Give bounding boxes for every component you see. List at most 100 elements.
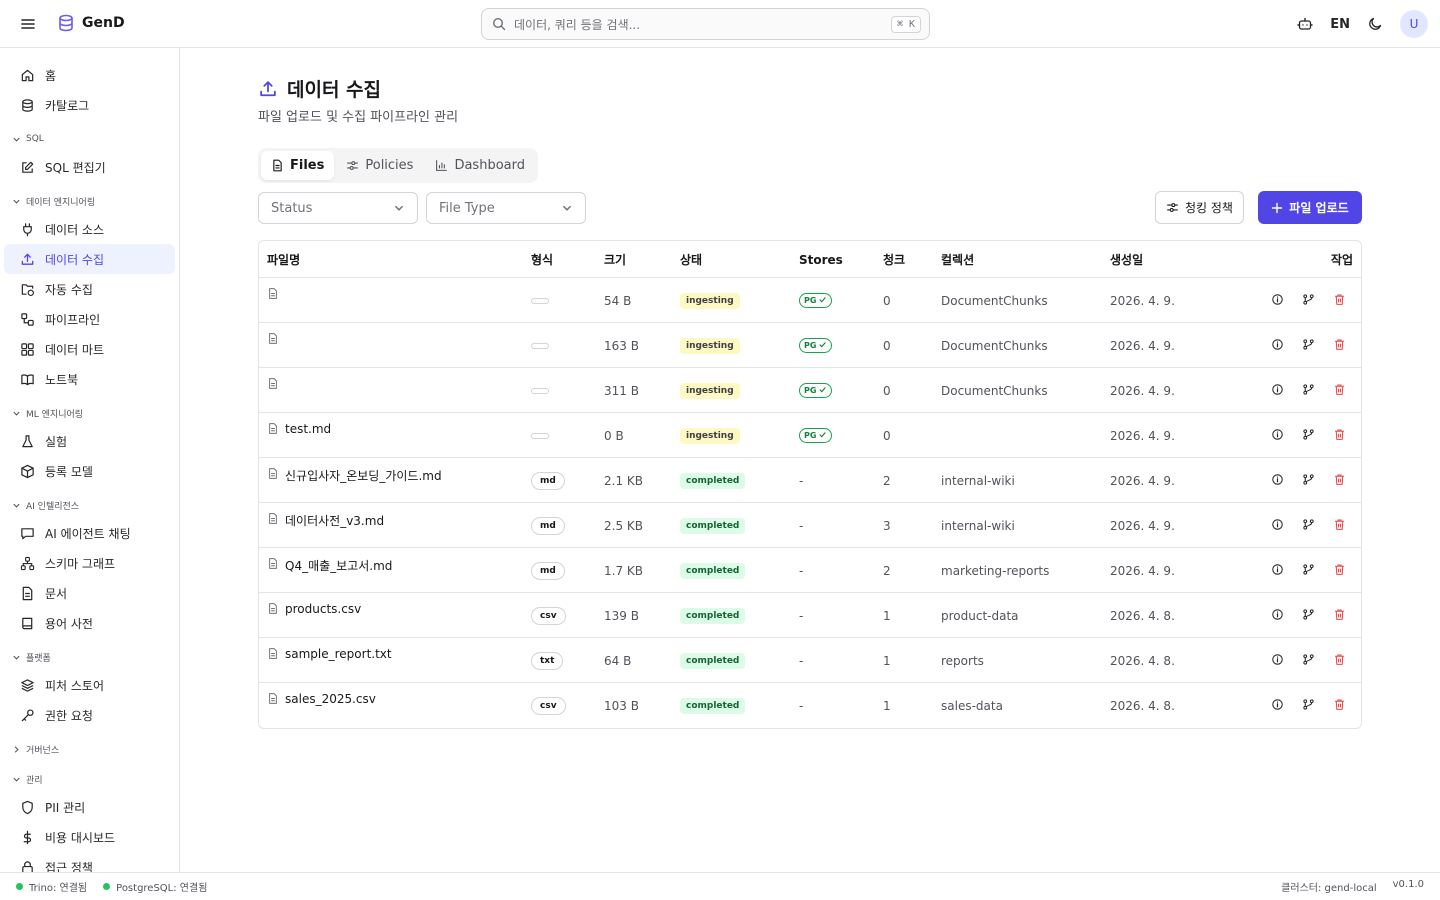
info-icon[interactable]: [1271, 383, 1284, 399]
file-name[interactable]: sample_report.txt: [285, 647, 392, 661]
lineage-icon[interactable]: [1302, 473, 1315, 489]
trash-icon[interactable]: [1333, 473, 1346, 489]
lineage-icon[interactable]: [1302, 698, 1315, 714]
sidebar-item-glossary[interactable]: 용어 사전: [4, 608, 175, 638]
info-icon[interactable]: [1271, 608, 1284, 624]
language-toggle[interactable]: EN: [1330, 16, 1350, 32]
column-header[interactable]: 생성일: [1110, 253, 1144, 267]
sidebar-item-pipeline[interactable]: 파이프라인: [4, 304, 175, 334]
info-icon[interactable]: [1271, 293, 1284, 309]
column-header[interactable]: 컬렉션: [941, 253, 975, 267]
lineage-icon[interactable]: [1302, 428, 1315, 444]
trash-icon[interactable]: [1333, 338, 1346, 354]
upload-file-button[interactable]: 파일 업로드: [1258, 191, 1362, 224]
column-header[interactable]: 형식: [531, 253, 554, 267]
table-row[interactable]: test.md 0 B ingesting PG 0 2026. 4. 9.: [259, 413, 1361, 458]
sidebar-group-title: 데이터 엔지니어링: [26, 197, 96, 208]
sidebar-item-permission-request[interactable]: 권한 요청: [4, 700, 175, 730]
trash-icon[interactable]: [1333, 563, 1346, 579]
sidebar-group-platform[interactable]: 플랫폼: [0, 646, 179, 668]
sidebar-group-ai-intelligence[interactable]: AI 인텔리전스: [0, 494, 179, 516]
tab-files[interactable]: Files: [261, 151, 335, 180]
sidebar-item-data-ingestion[interactable]: 데이터 수집: [4, 244, 175, 274]
sidebar-item-data-source[interactable]: 데이터 소스: [4, 214, 175, 244]
table-row[interactable]: 데이터사전_v3.md md 2.5 KB completed - 3 internal-w…: [259, 503, 1361, 548]
info-icon[interactable]: [1271, 653, 1284, 669]
trash-icon[interactable]: [1333, 428, 1346, 444]
moon-icon[interactable]: [1364, 13, 1386, 35]
info-icon[interactable]: [1271, 473, 1284, 489]
trash-icon[interactable]: [1333, 293, 1346, 309]
app-logo[interactable]: GenD: [56, 13, 125, 33]
lineage-icon[interactable]: [1302, 383, 1315, 399]
table-row[interactable]: products.csv csv 139 B completed - 1 product-d…: [259, 593, 1361, 638]
sidebar-item-schema-graph[interactable]: 스키마 그래프: [4, 548, 175, 578]
info-icon[interactable]: [1271, 563, 1284, 579]
avatar[interactable]: U: [1400, 10, 1428, 38]
info-icon[interactable]: [1271, 698, 1284, 714]
trash-icon[interactable]: [1333, 608, 1346, 624]
lineage-icon[interactable]: [1302, 608, 1315, 624]
sidebar-group-admin[interactable]: 관리: [0, 768, 179, 790]
lineage-icon[interactable]: [1302, 563, 1315, 579]
sidebar-item-sql-editor[interactable]: SQL 편집기: [4, 152, 175, 182]
table-row[interactable]: Q4_매출_보고서.md md 1.7 KB completed - 2 marketing…: [259, 548, 1361, 593]
column-header[interactable]: 파일명: [267, 253, 301, 267]
info-icon[interactable]: [1271, 338, 1284, 354]
workflow-icon: [21, 312, 34, 326]
table-row[interactable]: 163 B ingesting PG 0 DocumentChunks 2026. 4. …: [259, 323, 1361, 368]
file-name[interactable]: 신규입사자_온보딩_가이드.md: [285, 469, 442, 483]
table-row[interactable]: 311 B ingesting PG 0 DocumentChunks 2026. 4. …: [259, 368, 1361, 413]
column-header[interactable]: 청크: [883, 253, 906, 267]
column-header[interactable]: 상태: [680, 253, 703, 267]
file-type-filter[interactable]: File Type: [426, 192, 586, 224]
trash-icon[interactable]: [1333, 698, 1346, 714]
sidebar-item-access-policy[interactable]: 접근 정책: [4, 852, 175, 872]
bot-icon[interactable]: [1294, 13, 1316, 35]
sidebar-item-feature-store[interactable]: 피처 스토어: [4, 670, 175, 700]
trash-icon[interactable]: [1333, 518, 1346, 534]
table-row[interactable]: sales_2025.csv csv 103 B completed - 1 sales-d…: [259, 683, 1361, 728]
search-input[interactable]: 데이터, 쿼리 등을 검색... ⌘ K: [481, 8, 930, 40]
sidebar-group-data-engineering[interactable]: 데이터 엔지니어링: [0, 190, 179, 212]
table-row[interactable]: sample_report.txt txt 64 B completed - 1 repor…: [259, 638, 1361, 683]
sidebar-item-home[interactable]: 홈: [4, 60, 175, 90]
column-header[interactable]: 크기: [604, 253, 627, 267]
sidebar-item-experiments[interactable]: 실험: [4, 426, 175, 456]
lineage-icon[interactable]: [1302, 653, 1315, 669]
file-name[interactable]: products.csv: [285, 602, 362, 616]
tab-policies[interactable]: Policies: [336, 151, 423, 180]
lineage-icon[interactable]: [1302, 518, 1315, 534]
trash-icon[interactable]: [1333, 383, 1346, 399]
sidebar-item-pii[interactable]: PII 관리: [4, 792, 175, 822]
info-icon[interactable]: [1271, 428, 1284, 444]
file-name[interactable]: Q4_매출_보고서.md: [285, 559, 393, 573]
sidebar-group-ml-engineering[interactable]: ML 엔지니어링: [0, 402, 179, 424]
sidebar-item-catalog[interactable]: 카탈로그: [4, 90, 175, 120]
chat-icon: [21, 527, 34, 539]
sidebar-item-notebook[interactable]: 노트북: [4, 364, 175, 394]
sidebar-item-registered-models[interactable]: 등록 모델: [4, 456, 175, 486]
trash-icon[interactable]: [1333, 653, 1346, 669]
file-name[interactable]: test.md: [285, 422, 332, 436]
file-name[interactable]: sales_2025.csv: [285, 692, 376, 706]
store-value: -: [799, 563, 804, 578]
table-row[interactable]: 54 B ingesting PG 0 DocumentChunks 2026. 4. 9…: [259, 278, 1361, 323]
sidebar-item-data-mart[interactable]: 데이터 마트: [4, 334, 175, 364]
chunk-policy-button[interactable]: 청킹 정책: [1155, 191, 1244, 224]
info-icon[interactable]: [1271, 518, 1284, 534]
sidebar-item-documents[interactable]: 문서: [4, 578, 175, 608]
sidebar-item-cost-dashboard[interactable]: 비용 대시보드: [4, 822, 175, 852]
file-name[interactable]: 데이터사전_v3.md: [285, 514, 385, 528]
sidebar-item-ai-agent-chat[interactable]: AI 에이전트 채팅: [4, 518, 175, 548]
table-row[interactable]: 신규입사자_온보딩_가이드.md md 2.1 KB completed - 2 inter…: [259, 458, 1361, 503]
sidebar-item-auto-ingest[interactable]: 자동 수집: [4, 274, 175, 304]
tab-dashboard[interactable]: Dashboard: [425, 151, 535, 180]
lineage-icon[interactable]: [1302, 338, 1315, 354]
status-filter[interactable]: Status: [258, 192, 418, 224]
lineage-icon[interactable]: [1302, 293, 1315, 309]
sidebar-group-sql[interactable]: SQL: [0, 128, 179, 150]
column-header[interactable]: Stores: [799, 252, 843, 267]
menu-icon[interactable]: [18, 14, 38, 34]
sidebar-group-governance[interactable]: 거버넌스: [0, 738, 179, 760]
